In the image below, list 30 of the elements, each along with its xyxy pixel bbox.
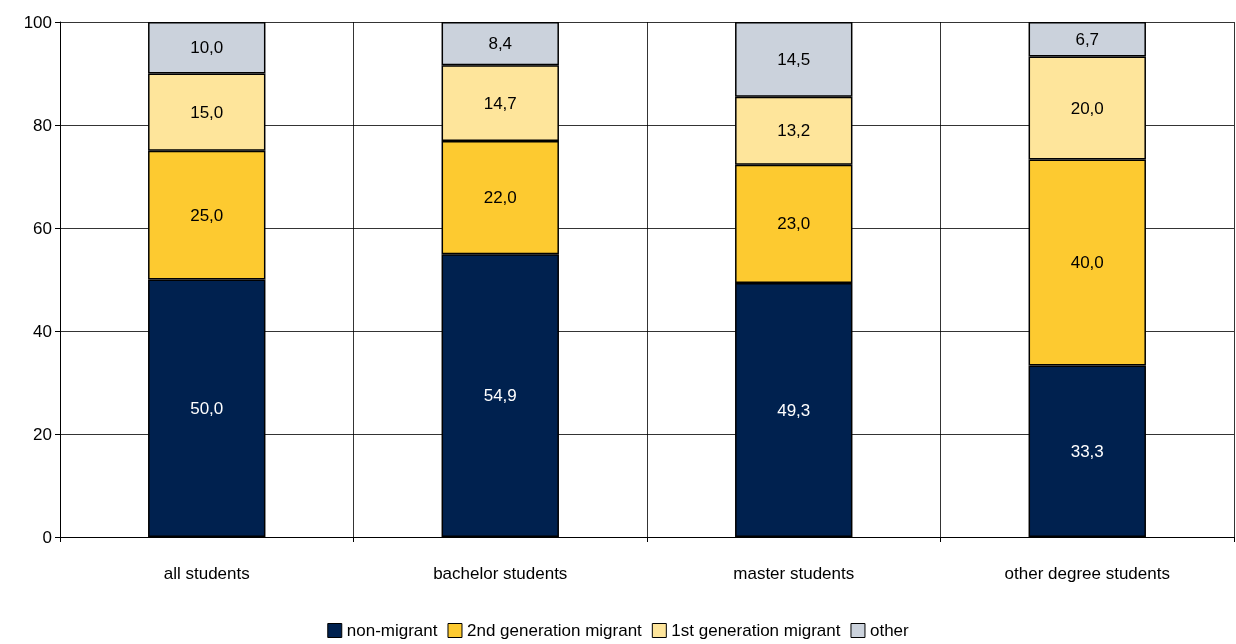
data-label: 40,0: [1070, 253, 1104, 273]
data-label: 54,9: [483, 386, 517, 406]
x-tick-label: all students: [163, 564, 250, 583]
x-tick-label: other degree students: [1004, 564, 1170, 583]
legend-label: other: [869, 621, 910, 640]
data-label: 49,3: [777, 400, 811, 420]
y-tick-label: 20: [33, 424, 52, 444]
data-label: 6,7: [1075, 29, 1100, 49]
legend-label: 1st generation migrant: [671, 621, 841, 640]
y-tick-label: 40: [33, 321, 52, 341]
data-label: 22,0: [483, 188, 517, 208]
data-label: 23,0: [777, 214, 811, 234]
legend-label: non-migrant: [346, 621, 438, 640]
data-label: 25,0: [190, 205, 224, 225]
data-label: 33,3: [1070, 441, 1104, 461]
data-label: 13,2: [777, 121, 811, 141]
data-label: 14,7: [483, 93, 517, 113]
x-tick-label: master students: [733, 564, 855, 583]
y-tick-label: 60: [33, 218, 52, 238]
data-label: 8,4: [488, 34, 513, 54]
data-label: 20,0: [1070, 98, 1104, 118]
data-label: 15,0: [190, 102, 224, 122]
data-label: 10,0: [190, 38, 224, 58]
y-tick-label: 80: [33, 115, 52, 135]
data-label: 50,0: [190, 398, 224, 418]
y-tick-label: 0: [42, 527, 52, 547]
data-label: 14,5: [777, 49, 811, 69]
x-tick-label: bachelor students: [433, 564, 568, 583]
y-tick-label: 100: [23, 12, 52, 32]
legend-label: 2nd generation migrant: [466, 621, 643, 640]
